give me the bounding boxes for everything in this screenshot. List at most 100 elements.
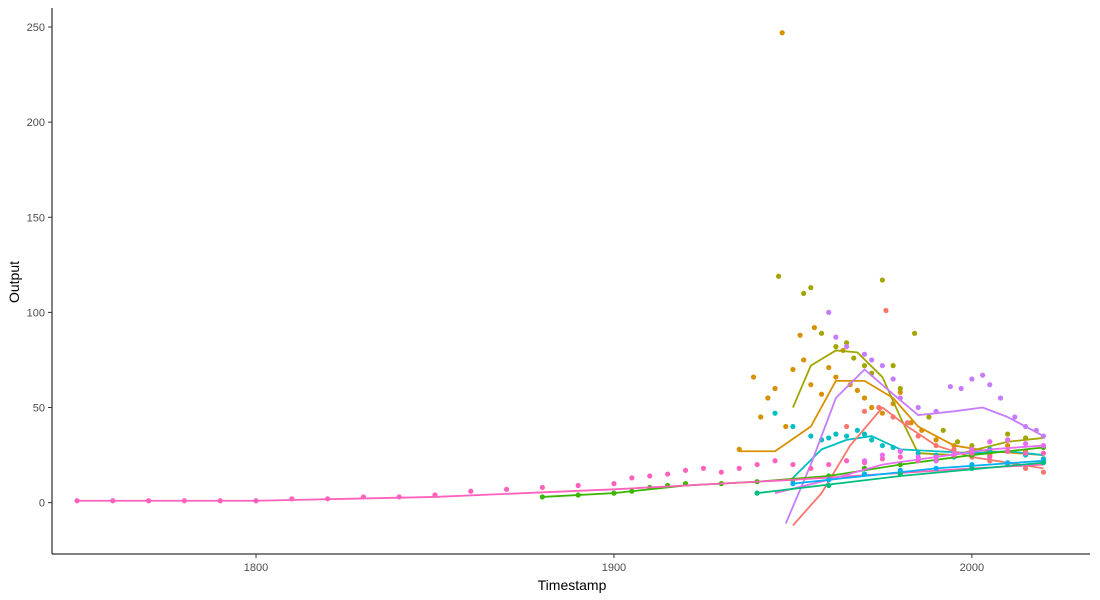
series-7 [774, 437, 1047, 494]
data-point [758, 414, 764, 420]
data-point [750, 374, 757, 380]
data-point [844, 423, 850, 430]
y-tick-label: 150 [27, 212, 45, 224]
trend-line [757, 461, 1044, 495]
data-point [826, 309, 832, 315]
x-axis-title: Timestamp [538, 577, 607, 593]
data-point [954, 439, 961, 445]
data-point [879, 410, 886, 416]
y-axis-ticks: 0 50 100 150 200 250 [27, 22, 52, 510]
data-point [940, 427, 946, 433]
data-point [539, 484, 545, 491]
series-3 [784, 309, 1047, 524]
y-tick-label: 0 [39, 498, 45, 510]
data-point [790, 461, 796, 468]
data-point [629, 475, 635, 481]
data-point [987, 439, 993, 445]
data-point [933, 458, 939, 464]
data-point [969, 376, 975, 382]
data-point [980, 372, 986, 378]
data-point [611, 481, 617, 487]
data-point [826, 364, 832, 371]
data-point [790, 423, 796, 430]
data-point [861, 458, 868, 464]
data-point [1040, 469, 1047, 475]
data-point [969, 442, 975, 449]
data-point [833, 374, 839, 380]
data-point [736, 465, 742, 471]
data-point [833, 344, 839, 350]
data-point [958, 385, 964, 392]
data-point [801, 357, 807, 363]
y-tick-label: 50 [33, 403, 45, 415]
data-point [844, 458, 850, 464]
data-point [926, 414, 932, 420]
data-point [468, 488, 474, 494]
data-point [1005, 431, 1011, 437]
data-point [1040, 450, 1047, 456]
data-point [904, 420, 911, 426]
data-point [779, 30, 785, 36]
data-point [833, 334, 839, 340]
data-point [861, 431, 868, 437]
data-point [969, 446, 975, 452]
data-point [879, 277, 886, 283]
data-point [826, 461, 832, 468]
data-point [1005, 448, 1011, 454]
data-point [987, 454, 993, 460]
y-axis-title: Output [6, 261, 22, 303]
data-point [1022, 441, 1029, 447]
trend-line [784, 368, 1044, 524]
x-tick-label: 1800 [244, 562, 268, 574]
data-point [1005, 437, 1011, 443]
data-point [1005, 442, 1011, 449]
data-point [801, 290, 807, 296]
data-point [783, 423, 789, 430]
trend-line [792, 349, 1044, 456]
data-point [890, 363, 896, 369]
data-point [833, 431, 839, 437]
data-point [854, 387, 860, 393]
data-point [890, 376, 896, 382]
data-point [987, 382, 993, 388]
data-point [1012, 414, 1018, 420]
trend-line [542, 446, 1044, 498]
data-point [897, 385, 903, 392]
data-point [869, 437, 875, 443]
data-point [933, 437, 939, 443]
data-point [790, 366, 796, 373]
data-point [861, 363, 868, 369]
y-tick-label: 100 [27, 307, 45, 319]
y-tick-label: 200 [27, 117, 45, 129]
y-tick-label: 250 [27, 22, 45, 34]
data-point [879, 442, 886, 449]
plot-marks [74, 30, 1047, 527]
data-point [818, 391, 825, 397]
data-point [1022, 465, 1029, 471]
data-point [879, 452, 886, 458]
data-point [869, 357, 875, 363]
data-point [575, 482, 581, 489]
data-point [879, 456, 886, 462]
data-point [844, 344, 850, 350]
series-9 [754, 460, 1047, 496]
data-point [772, 410, 778, 416]
data-point [854, 427, 860, 433]
data-point [869, 404, 875, 411]
data-point [718, 469, 724, 475]
data-point [682, 467, 689, 473]
data-point [883, 307, 889, 314]
data-point [754, 461, 760, 468]
data-point [647, 473, 653, 479]
data-point [908, 420, 914, 426]
data-point [808, 433, 814, 439]
data-point [826, 435, 832, 441]
x-axis-ticks: 1800 1900 2000 [244, 554, 984, 574]
data-point [879, 363, 886, 369]
data-point [808, 465, 814, 471]
data-point [503, 486, 510, 492]
data-point [765, 395, 771, 401]
x-tick-label: 2000 [960, 562, 984, 574]
data-point [665, 471, 671, 477]
